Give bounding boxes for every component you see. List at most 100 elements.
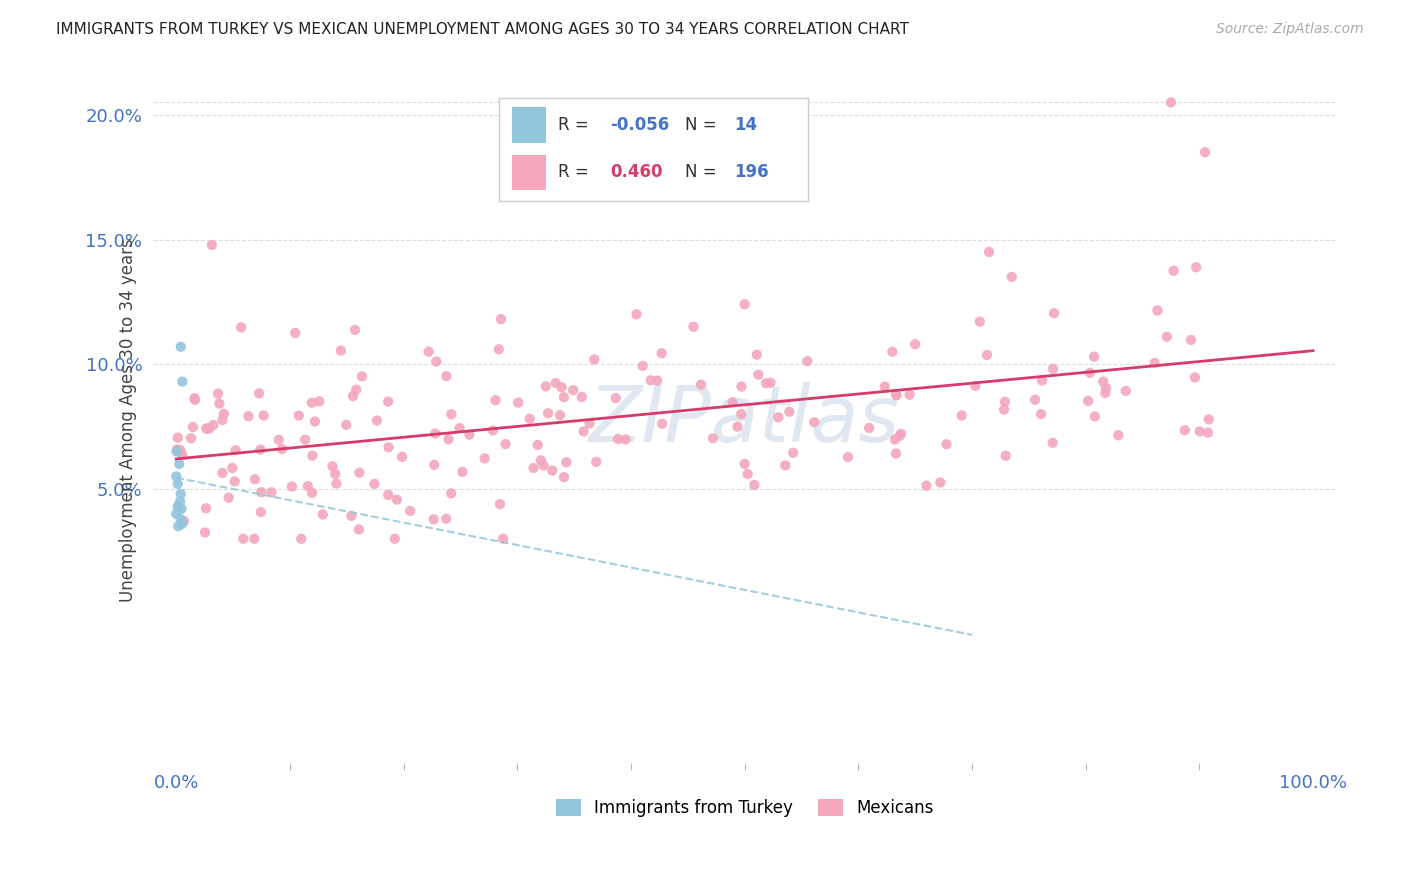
Point	[778, 405, 800, 419]
Point	[288, 409, 311, 423]
Point	[904, 337, 927, 351]
Point	[929, 475, 952, 490]
Point	[366, 413, 388, 427]
Point	[195, 421, 218, 435]
Point	[550, 380, 572, 394]
Point	[640, 373, 662, 387]
Point	[482, 424, 505, 438]
Point	[541, 464, 564, 478]
Point	[180, 431, 202, 445]
Point	[301, 486, 323, 500]
Point	[377, 394, 399, 409]
Point	[755, 376, 778, 391]
Text: N =: N =	[685, 163, 721, 181]
Point	[768, 410, 790, 425]
Point	[377, 440, 399, 454]
Point	[167, 457, 190, 471]
Point	[1029, 407, 1052, 421]
Point	[165, 507, 187, 521]
Point	[1174, 423, 1197, 437]
Point	[492, 532, 515, 546]
Y-axis label: Unemployment Among Ages 30 to 34 years: Unemployment Among Ages 30 to 34 years	[118, 238, 136, 602]
Point	[363, 476, 385, 491]
Point	[183, 391, 205, 405]
Point	[166, 442, 188, 457]
Point	[1077, 393, 1099, 408]
Point	[1184, 370, 1206, 384]
Point	[377, 488, 399, 502]
Point	[238, 409, 260, 424]
Point	[343, 323, 366, 337]
Point	[884, 446, 907, 460]
Point	[169, 487, 191, 501]
Point	[495, 437, 517, 451]
Point	[169, 512, 191, 526]
Point	[197, 421, 219, 435]
Point	[281, 479, 304, 493]
Text: IMMIGRANTS FROM TURKEY VS MEXICAN UNEMPLOYMENT AMONG AGES 30 TO 34 YEARS CORRELA: IMMIGRANTS FROM TURKEY VS MEXICAN UNEMPL…	[56, 22, 910, 37]
Text: -0.056: -0.056	[610, 116, 669, 135]
Text: 0.460: 0.460	[610, 163, 664, 181]
Point	[181, 420, 204, 434]
Point	[195, 501, 218, 516]
Point	[173, 514, 195, 528]
Point	[165, 469, 187, 483]
Point	[886, 388, 908, 402]
Point	[1042, 362, 1064, 376]
Point	[522, 461, 544, 475]
Point	[418, 344, 440, 359]
Point	[747, 368, 769, 382]
Point	[631, 359, 654, 373]
Point	[1094, 386, 1116, 401]
Point	[1146, 303, 1168, 318]
Point	[422, 512, 444, 526]
Point	[993, 402, 1015, 417]
Point	[166, 476, 188, 491]
Point	[321, 459, 343, 474]
Point	[585, 455, 607, 469]
Point	[207, 386, 229, 401]
Point	[889, 429, 911, 443]
Point	[537, 406, 560, 420]
Point	[1180, 333, 1202, 347]
Point	[1156, 330, 1178, 344]
Point	[607, 432, 630, 446]
Text: R =: R =	[558, 116, 593, 135]
Point	[744, 478, 766, 492]
Point	[775, 458, 797, 473]
Point	[555, 455, 578, 469]
Point	[323, 467, 346, 481]
Point	[434, 512, 457, 526]
Point	[399, 504, 422, 518]
Bar	[512, 107, 546, 144]
Bar	[512, 154, 546, 190]
Point	[858, 421, 880, 435]
Point	[508, 395, 530, 409]
Point	[1160, 95, 1182, 110]
Point	[249, 442, 271, 457]
Point	[782, 446, 804, 460]
Point	[221, 461, 243, 475]
Text: R =: R =	[558, 163, 593, 181]
Point	[651, 417, 673, 431]
Point	[166, 444, 188, 458]
Point	[737, 467, 759, 481]
Point	[645, 374, 668, 388]
Point	[690, 377, 713, 392]
Point	[626, 307, 648, 321]
Point	[950, 409, 973, 423]
Point	[1001, 269, 1024, 284]
Point	[651, 346, 673, 360]
Point	[169, 443, 191, 458]
Point	[218, 491, 240, 505]
Point	[1188, 425, 1211, 439]
Point	[721, 395, 744, 409]
Text: 196: 196	[734, 163, 769, 181]
Point	[437, 432, 460, 446]
Point	[1043, 306, 1066, 320]
Point	[170, 340, 193, 354]
Text: Source: ZipAtlas.com: Source: ZipAtlas.com	[1216, 22, 1364, 37]
Point	[425, 426, 447, 441]
Point	[994, 394, 1017, 409]
Point	[212, 407, 235, 421]
